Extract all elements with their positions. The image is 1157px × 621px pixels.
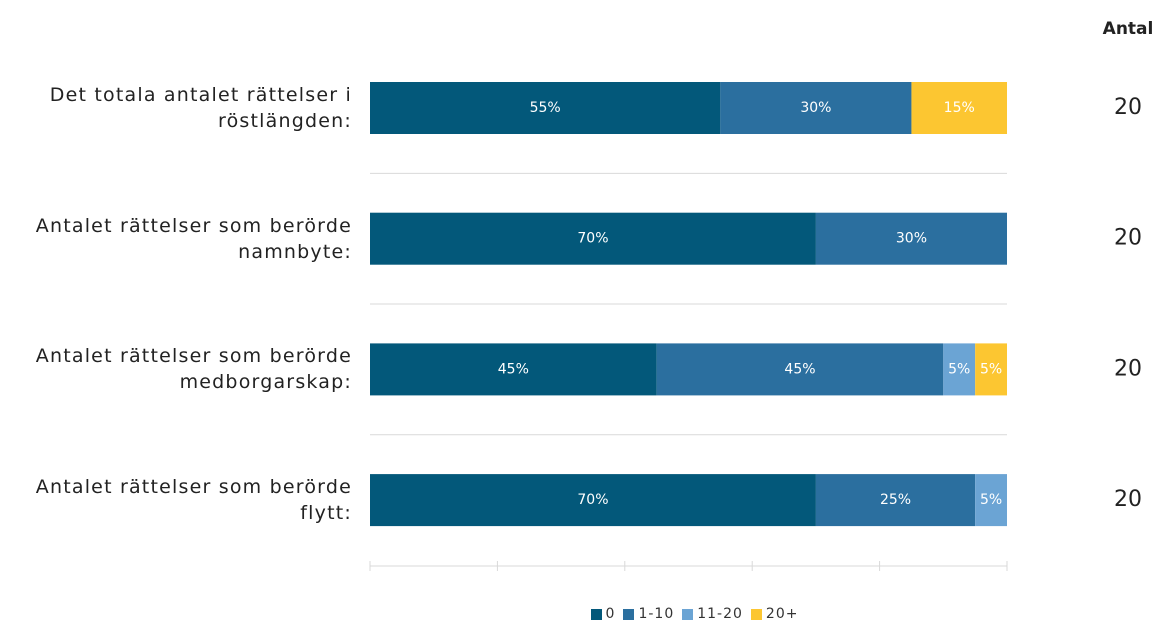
- legend-item: 0: [590, 606, 616, 621]
- bar-segment: [943, 343, 976, 396]
- category-label: Det totala antalet rättelser i röstlängd…: [49, 84, 352, 132]
- legend-label: 0: [605, 606, 616, 621]
- bar-segment: [911, 82, 1007, 134]
- legend-item: 20+: [750, 606, 799, 621]
- bar-segment: [370, 474, 816, 527]
- count-label: 20: [1114, 226, 1142, 251]
- value-label: 55%: [530, 100, 561, 116]
- value-label: 5%: [948, 361, 970, 377]
- bar-segment: [370, 212, 816, 265]
- legend-swatch: [590, 608, 602, 620]
- legend-swatch: [623, 608, 635, 620]
- count-label: 20: [1114, 95, 1142, 120]
- value-label: 25%: [880, 492, 911, 508]
- legend-label: 1-10: [638, 606, 675, 621]
- count-label: 20: [1114, 487, 1142, 512]
- bar-segment: [656, 343, 944, 396]
- bar-segment: [975, 343, 1007, 396]
- bar-segment: [720, 82, 912, 134]
- legend: 0 1-10 11-20 20+: [0, 606, 1157, 621]
- legend-label: 11-20: [697, 606, 743, 621]
- legend-swatch: [682, 608, 694, 620]
- value-label: 45%: [498, 361, 529, 377]
- count-label: 20: [1114, 356, 1142, 381]
- category-label: Antalet rättelser som berörde namnbyte:: [35, 214, 352, 263]
- value-label: 30%: [800, 100, 831, 116]
- bar-segment: [975, 474, 1007, 527]
- legend-item: 11-20: [682, 606, 743, 621]
- bar-segment: [815, 474, 976, 527]
- bar-segment: [815, 212, 1007, 265]
- category-label: Antalet rättelser som berörde medborgars…: [35, 345, 352, 394]
- value-label: 70%: [577, 231, 608, 247]
- category-label: Antalet rättelser som berörde flytt:: [35, 476, 352, 525]
- legend-label: 20+: [765, 606, 799, 621]
- bar-segment: [370, 343, 657, 396]
- legend-swatch: [750, 608, 762, 620]
- value-label: 70%: [577, 492, 608, 508]
- bar-segment: [370, 82, 721, 134]
- legend-item: 1-10: [623, 606, 674, 621]
- value-label: 30%: [896, 231, 927, 247]
- value-label: 15%: [944, 100, 975, 116]
- value-label: 5%: [980, 492, 1002, 508]
- value-label: 5%: [980, 361, 1002, 377]
- value-label: 45%: [784, 361, 815, 377]
- counts-title: Antal: [1103, 19, 1154, 39]
